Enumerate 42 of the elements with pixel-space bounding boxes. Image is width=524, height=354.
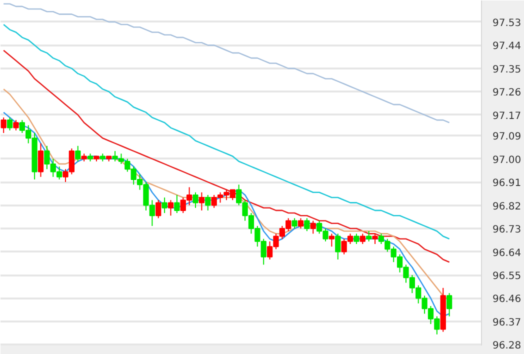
y-tick-label: 96.91 [492, 178, 522, 190]
candlestick [156, 200, 162, 219]
candlestick [38, 142, 44, 178]
line-series [2, 50, 450, 263]
candlestick [292, 218, 298, 230]
candlestick [354, 233, 360, 245]
y-tick-label: 96.82 [492, 201, 522, 212]
candlestick [205, 194, 211, 211]
candlestick [335, 233, 341, 260]
candlestick [304, 218, 310, 232]
line-series [2, 3, 450, 124]
candlestick [446, 292, 452, 317]
y-tick-label: 97.53 [492, 18, 522, 29]
candlestick [0, 116, 6, 134]
line-series [2, 24, 450, 240]
y-tick-label: 97.44 [492, 41, 522, 52]
candlestick [174, 194, 180, 214]
y-tick-label: 96.37 [492, 317, 522, 328]
candlestick [298, 218, 304, 230]
candlestick [6, 116, 13, 131]
candlestick [360, 233, 366, 245]
candlestick [372, 233, 378, 245]
candlestick [168, 200, 174, 216]
y-tick-label: 96.28 [492, 340, 522, 352]
candlestick [192, 192, 198, 208]
y-tick-label: 96.64 [492, 248, 522, 259]
y-tick-label: 97.09 [492, 132, 522, 143]
y-tick-label: 97.00 [492, 154, 522, 166]
candlestick [366, 230, 372, 242]
candlestick [198, 192, 205, 211]
candlestick [13, 120, 19, 131]
y-tick-label: 96.46 [492, 294, 522, 306]
y-tick-label: 97.17 [492, 110, 522, 122]
y-tick-label: 97.26 [492, 88, 522, 99]
y-tick-label: 97.35 [492, 64, 522, 76]
candlestick [75, 145, 81, 162]
candlestick [328, 233, 335, 248]
line-series [2, 112, 450, 317]
candlestick [310, 220, 316, 234]
y-tick-label: 96.73 [492, 224, 522, 236]
y-tick-label: 96.55 [492, 271, 522, 282]
candlestick [162, 197, 168, 214]
